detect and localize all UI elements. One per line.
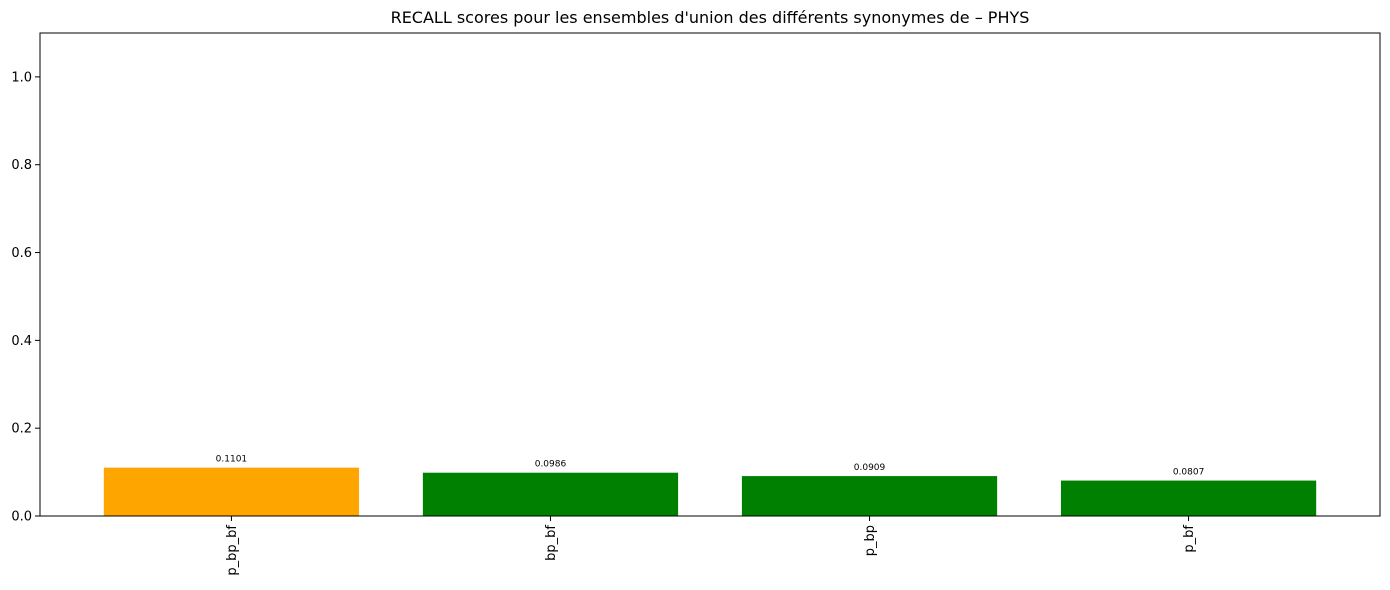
y-tick-label: 0.8 <box>11 158 32 173</box>
x-tick-label-p_bf: p_bf <box>1182 525 1197 553</box>
bar-p_bp <box>741 476 998 516</box>
y-tick-label: 0.4 <box>11 334 32 349</box>
bar-bp_bf <box>422 472 679 516</box>
y-tick-label: 0.2 <box>11 422 32 437</box>
y-tick-label: 1.0 <box>11 70 32 85</box>
plot-frame <box>39 32 1381 517</box>
data-label-p_bp_bf: 0.1101 <box>216 455 248 465</box>
data-label-bp_bf: 0.0986 <box>535 460 567 470</box>
chart-title: RECALL scores pour les ensembles d'union… <box>391 8 1030 27</box>
x-tick-label-bp_bf: bp_bf <box>544 525 559 561</box>
y-axis: 0.0 0.2 0.4 0.6 0.8 1.0 <box>11 70 40 525</box>
bar-p_bf <box>1060 480 1317 516</box>
data-label-p_bf: 0.0807 <box>1173 468 1205 478</box>
bars <box>103 467 1317 516</box>
x-axis: p_bp_bf bp_bf p_bp p_bf <box>225 516 1197 576</box>
data-labels: 0.1101 0.0986 0.0909 0.0807 <box>216 455 1205 478</box>
y-tick-label: 0.0 <box>11 510 32 525</box>
data-label-p_bp: 0.0909 <box>854 463 886 473</box>
bar-p_bp_bf <box>103 467 360 516</box>
x-tick-label-p_bp: p_bp <box>863 525 878 556</box>
x-tick-label-p_bp_bf: p_bp_bf <box>225 525 240 576</box>
y-tick-label: 0.6 <box>11 246 32 261</box>
